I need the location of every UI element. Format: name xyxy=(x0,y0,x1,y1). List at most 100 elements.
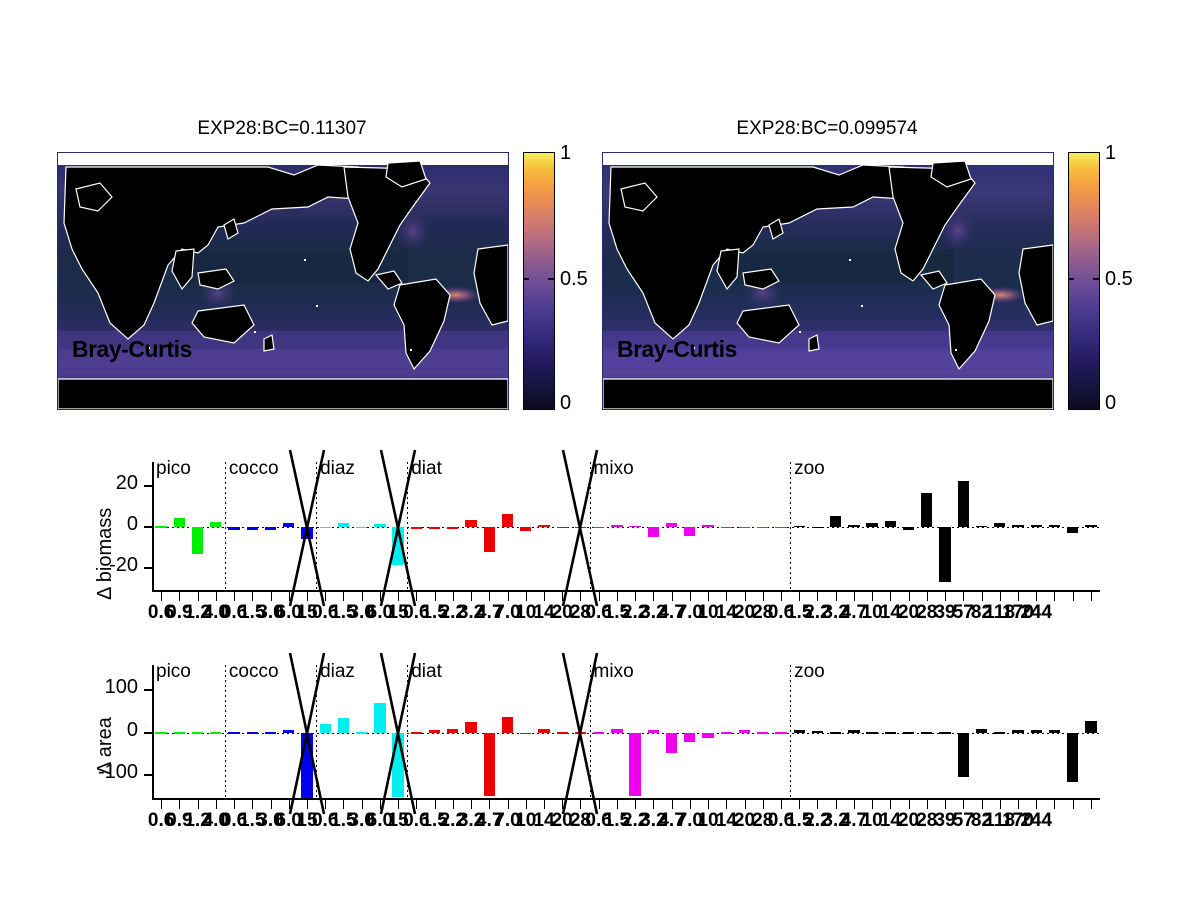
colorbar-left-tick-mid xyxy=(523,278,529,280)
biomass-x-tick xyxy=(708,592,710,601)
area-x-tick-label: 2.2 xyxy=(804,810,831,831)
area-x-tick xyxy=(1072,800,1074,809)
biomass-x-tick-label: 14 xyxy=(533,602,555,623)
biomass-x-tick xyxy=(835,592,837,601)
area-x-tick-label: 2.2 xyxy=(439,810,467,831)
biomass-x-tick-label: 20 xyxy=(733,602,756,623)
area-x-tick xyxy=(161,800,163,809)
area-bar-zoo xyxy=(957,732,969,777)
area-bar-mixo xyxy=(593,732,605,734)
area-x-tick xyxy=(872,800,874,809)
biomass-bar-diaz xyxy=(392,527,404,565)
biomass-x-tick xyxy=(598,592,600,601)
biomass-bar-zoo xyxy=(1067,527,1079,534)
area-bar-cocco xyxy=(301,732,313,798)
biomass-x-tick-label: 14 xyxy=(715,602,737,623)
biomass-bar-mixo xyxy=(775,526,787,529)
biomass-x-tick xyxy=(179,592,181,601)
biomass-bar-cocco xyxy=(228,527,240,531)
biomass-bar-zoo xyxy=(1030,524,1042,527)
area-x-tick-label: 0.6 xyxy=(220,810,248,831)
biomass-x-tick-label: 4.7 xyxy=(840,602,868,623)
area-bar-zoo xyxy=(1067,732,1079,783)
area-bar-zoo xyxy=(793,730,805,733)
area-x-tick xyxy=(744,800,746,809)
biomass-x-tick xyxy=(817,592,819,601)
area-x-tick xyxy=(635,800,637,809)
biomass-x-tick xyxy=(434,592,436,601)
biomass-x-tick-label: 28 xyxy=(569,602,591,623)
biomass-x-tick xyxy=(926,592,928,601)
area-x-tick xyxy=(926,800,928,809)
biomass-group-label-zoo: zoo xyxy=(794,458,825,479)
biomass-bar-diat xyxy=(410,527,422,529)
biomass-x-tick-label: 0.9 xyxy=(166,602,193,623)
biomass-x-tick-label: 39 xyxy=(934,602,956,623)
area-x-tick xyxy=(306,800,308,809)
biomass-x-tick xyxy=(379,592,381,601)
area-x-tick-label: 57 xyxy=(952,810,974,831)
biomass-x-tick xyxy=(398,592,400,601)
area-x-tick xyxy=(598,800,600,809)
area-group-separator xyxy=(407,665,409,800)
area-x-tick xyxy=(580,800,582,809)
biomass-x-tick-label: 2.2 xyxy=(804,602,831,623)
biomass-bar-mixo xyxy=(684,527,696,536)
biomass-group-label-mixo: mixo xyxy=(593,458,634,479)
area-bar-mixo xyxy=(720,732,732,734)
area-x-tick xyxy=(1036,800,1038,809)
area-x-tick-label: 20 xyxy=(733,810,756,831)
biomass-bar-diaz xyxy=(356,526,368,529)
biomass-bar-zoo xyxy=(994,523,1006,527)
area-x-tick xyxy=(416,800,418,809)
area-x-tick-label: 3.0 xyxy=(257,810,284,831)
area-x-tick xyxy=(708,800,710,809)
area-bar-zoo xyxy=(939,732,951,734)
colorbar-right-label-05: 0.5 xyxy=(1105,268,1133,290)
biomass-x-tick xyxy=(270,592,272,601)
area-x-tick xyxy=(434,800,436,809)
area-x-tick-label: 3.2 xyxy=(457,810,485,831)
area-x-tick-label: 0.6 xyxy=(585,810,612,831)
biomass-x-tick-label: 0.6 xyxy=(147,602,175,623)
biomass-bar-zoo xyxy=(1012,524,1024,527)
biomass-y-tick xyxy=(144,566,152,569)
biomass-x-tick-label: 1.5 xyxy=(421,602,448,623)
biomass-bar-diat xyxy=(428,527,441,529)
area-x-tick xyxy=(908,800,910,809)
area-x-tick-label: 10 xyxy=(861,810,883,831)
colorbar-right-tick-mid-r xyxy=(1093,278,1099,280)
area-y-tick-label: -100 xyxy=(97,760,138,783)
biomass-x-tick-label: 10 xyxy=(515,602,537,623)
area-x-tick-label: 1.5 xyxy=(785,810,813,831)
area-x-tick xyxy=(507,800,509,809)
area-y-tick-label: 100 xyxy=(104,676,138,699)
area-x-tick-label: 6.0 xyxy=(366,810,394,831)
area-group-label-cocco: cocco xyxy=(228,661,279,682)
biomass-x-tick-label: 118 xyxy=(984,602,1016,623)
area-x-tick-label: 28 xyxy=(569,810,591,831)
area-x-tick xyxy=(288,800,290,809)
area-bar-mixo xyxy=(738,729,751,733)
area-x-tick-label: 1.5 xyxy=(239,810,266,831)
world-map-left xyxy=(58,153,508,409)
biomass-x-tick-label: 1.2 xyxy=(184,602,211,623)
biomass-bar-diat xyxy=(538,524,550,527)
biomass-bar-zoo xyxy=(884,520,896,527)
biomass-x-tick-label: 0.6 xyxy=(403,602,430,623)
area-x-tick xyxy=(452,800,454,809)
area-x-tick-label: 10 xyxy=(697,810,719,831)
area-x-tick xyxy=(671,800,673,809)
area-x-tick-label: 1.5 xyxy=(603,810,631,831)
biomass-x-tick xyxy=(288,592,290,601)
biomass-x-tick-label: 3.2 xyxy=(640,602,667,623)
area-x-tick-label: 28 xyxy=(752,810,774,831)
area-x-tick-label: 2.2 xyxy=(621,810,649,831)
area-x-tick xyxy=(270,800,272,809)
biomass-y-tick-label: 0 xyxy=(126,513,138,535)
area-bar-pico xyxy=(210,732,222,734)
biomass-y-tick-label: 20 xyxy=(115,472,138,495)
area-bar-pico xyxy=(191,732,204,734)
area-x-tick xyxy=(471,800,473,809)
area-x-tick xyxy=(197,800,199,809)
